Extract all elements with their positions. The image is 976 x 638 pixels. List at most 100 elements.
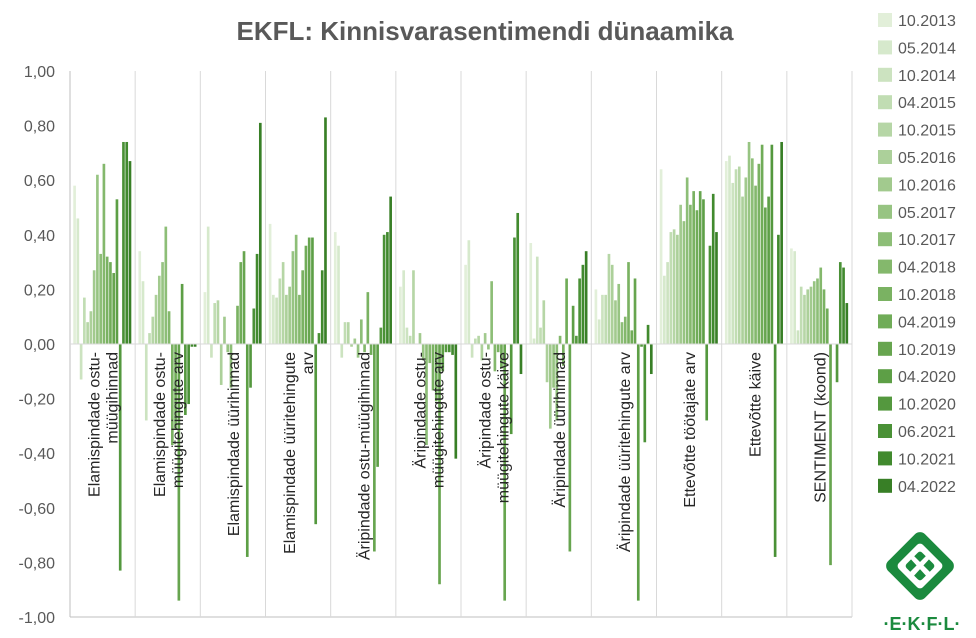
- bar: [474, 338, 477, 344]
- bar: [294, 234, 298, 344]
- bar: [565, 278, 568, 344]
- bar: [724, 161, 728, 344]
- bar: [796, 330, 800, 344]
- bar: [76, 218, 80, 344]
- bar: [581, 264, 585, 344]
- bar: [578, 278, 581, 344]
- bar: [728, 155, 731, 344]
- bar: [734, 169, 738, 344]
- bar: [164, 226, 168, 344]
- bar: [790, 248, 793, 344]
- bar: [552, 344, 555, 388]
- bar: [454, 344, 458, 459]
- bar: [92, 270, 96, 344]
- legend-swatch: [878, 95, 892, 110]
- legend-label: 10.2019: [898, 342, 956, 359]
- bar: [408, 335, 412, 344]
- bar: [845, 303, 849, 344]
- y-tick-label: 0,80: [24, 119, 55, 136]
- bar: [483, 333, 487, 344]
- y-tick-label: 0,60: [24, 173, 55, 190]
- legend-swatch: [878, 259, 892, 274]
- legend-label: 10.2018: [898, 287, 956, 304]
- bar: [509, 344, 513, 435]
- bar: [128, 161, 132, 344]
- bar: [584, 251, 588, 344]
- bar: [663, 275, 666, 344]
- bar: [689, 204, 692, 344]
- bar: [666, 262, 669, 344]
- bar: [115, 199, 119, 344]
- bar: [346, 322, 350, 344]
- logo-text: ·E·K·F·L·: [884, 614, 961, 634]
- bar: [685, 177, 689, 344]
- bar: [535, 256, 539, 344]
- bar: [118, 344, 122, 571]
- bar: [359, 319, 363, 344]
- bar: [245, 344, 249, 557]
- bar: [532, 338, 536, 344]
- y-tick-label: -0,40: [19, 446, 56, 463]
- bar: [477, 335, 480, 344]
- bar: [161, 262, 164, 344]
- legend-swatch: [878, 424, 892, 438]
- y-tick-label: 0,00: [24, 337, 55, 354]
- bar: [148, 333, 151, 344]
- bar: [281, 262, 285, 344]
- bar: [519, 344, 523, 375]
- category-label: Äripindade üürihinnad: [551, 352, 569, 508]
- bar: [500, 344, 503, 369]
- legend-swatch: [878, 204, 892, 219]
- bar: [676, 234, 679, 344]
- bar: [757, 163, 761, 344]
- legend-label: 05.2017: [898, 205, 956, 222]
- legend-swatch: [878, 122, 892, 137]
- bar: [314, 344, 318, 525]
- bar: [799, 286, 803, 344]
- bar: [672, 229, 676, 344]
- bar: [428, 344, 432, 364]
- bar: [307, 237, 311, 344]
- bar: [770, 144, 774, 344]
- y-tick-label: -0,80: [19, 555, 56, 572]
- bar: [249, 344, 252, 388]
- bar: [607, 253, 611, 344]
- legend-swatch: [878, 67, 892, 82]
- bar: [601, 294, 604, 344]
- legend-swatch: [878, 369, 892, 384]
- bar: [636, 344, 640, 601]
- bar: [105, 256, 109, 344]
- bar: [548, 344, 552, 429]
- bar: [464, 264, 467, 344]
- bar: [571, 305, 575, 344]
- bar: [337, 245, 340, 344]
- bar: [467, 240, 471, 344]
- category-label: Elamispindade ostu-müügihinnad: [87, 352, 122, 497]
- bar: [610, 264, 614, 344]
- bar: [73, 185, 76, 344]
- bar: [640, 344, 643, 347]
- plot-area: 1,00 0,80 0,60 0,40 0,20 0,00 -0,20 -0,40 -0,60 -…: [19, 64, 853, 627]
- bar: [750, 158, 754, 344]
- bar: [698, 191, 702, 344]
- bar: [219, 344, 223, 385]
- bar: [711, 193, 715, 344]
- bar: [633, 278, 637, 344]
- category-label: Äripindade ostu-müügitehingute käive: [477, 352, 513, 503]
- legend-label: 04.2018: [898, 260, 956, 277]
- bar: [177, 344, 181, 601]
- bar: [568, 344, 572, 552]
- y-tick-label: 1,00: [24, 64, 55, 81]
- legend-label: 06.2021: [898, 424, 956, 441]
- bar: [705, 344, 709, 421]
- bar: [545, 344, 549, 383]
- legend-label: 10.2013: [898, 13, 956, 30]
- bar: [812, 281, 816, 344]
- bar: [350, 344, 353, 347]
- legend-swatch: [878, 314, 892, 329]
- bar: [496, 344, 500, 353]
- bar: [542, 300, 546, 344]
- bar: [627, 262, 630, 344]
- bar: [682, 221, 686, 344]
- bar: [154, 294, 158, 344]
